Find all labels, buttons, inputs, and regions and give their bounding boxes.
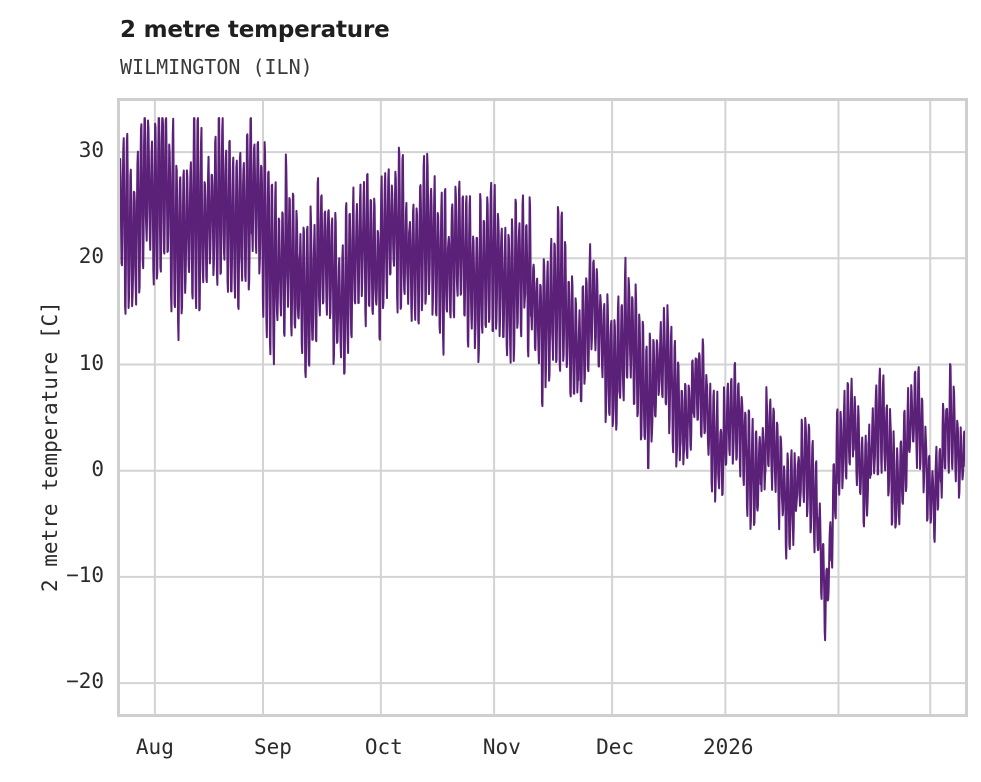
- x-tick-label: Sep: [253, 735, 292, 759]
- y-tick-label: 0: [91, 456, 104, 481]
- chart-title: 2 metre temperature: [120, 17, 390, 43]
- y-tick-label: 20: [78, 244, 104, 269]
- y-axis-tick-labels: 30 20 10 0 −10 −20: [0, 0, 104, 782]
- chart-subtitle: WILMINGTON (ILN): [120, 55, 313, 79]
- plot-frame: [117, 98, 968, 717]
- x-tick-label: Oct: [364, 735, 403, 759]
- temperature-series: [118, 117, 966, 642]
- temperature-line: [118, 117, 966, 642]
- y-tick-label: 30: [78, 138, 104, 163]
- y-tick-label: 10: [78, 350, 104, 375]
- y-tick-label: −10: [66, 562, 104, 587]
- y-tick-label: −20: [66, 669, 104, 694]
- x-tick-label: Dec: [596, 735, 635, 759]
- x-tick-label: Nov: [482, 735, 521, 759]
- x-tick-label: Aug: [135, 735, 174, 759]
- x-tick-label: 2026: [703, 735, 754, 759]
